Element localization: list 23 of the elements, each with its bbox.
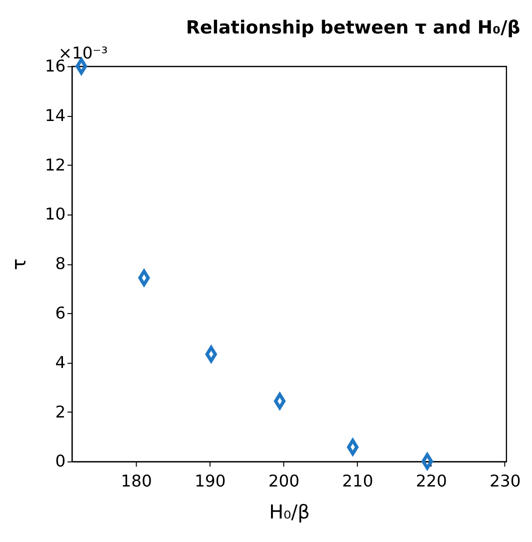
x-axis-title: H₀/β — [269, 500, 310, 524]
point — [421, 453, 434, 470]
y-tick-label: 10 — [44, 204, 66, 224]
y-axis-title: τ — [8, 258, 31, 270]
x-tick-label: 200 — [268, 472, 300, 491]
y-tick-label: 14 — [44, 106, 66, 125]
y-tick-label: 4 — [55, 352, 66, 372]
y-tick-label: 8 — [55, 254, 66, 274]
x-tick-label: 220 — [416, 472, 447, 491]
x-tick-label: 210 — [342, 472, 374, 491]
y-tick-label: 6 — [55, 303, 66, 322]
y-tick-label: 2 — [55, 402, 66, 422]
point — [138, 270, 150, 286]
x-tick-label: 190 — [194, 472, 226, 491]
x-tick-label: 230 — [490, 472, 521, 491]
x-tick-label: 180 — [120, 472, 152, 491]
point — [346, 438, 359, 456]
point — [76, 58, 88, 74]
y-tick-label: 0 — [55, 452, 66, 471]
chart-title: Relationship between τ and H₀/β — [186, 18, 520, 39]
y-tick-label: 12 — [44, 155, 66, 174]
point — [205, 346, 217, 362]
point — [274, 392, 286, 410]
